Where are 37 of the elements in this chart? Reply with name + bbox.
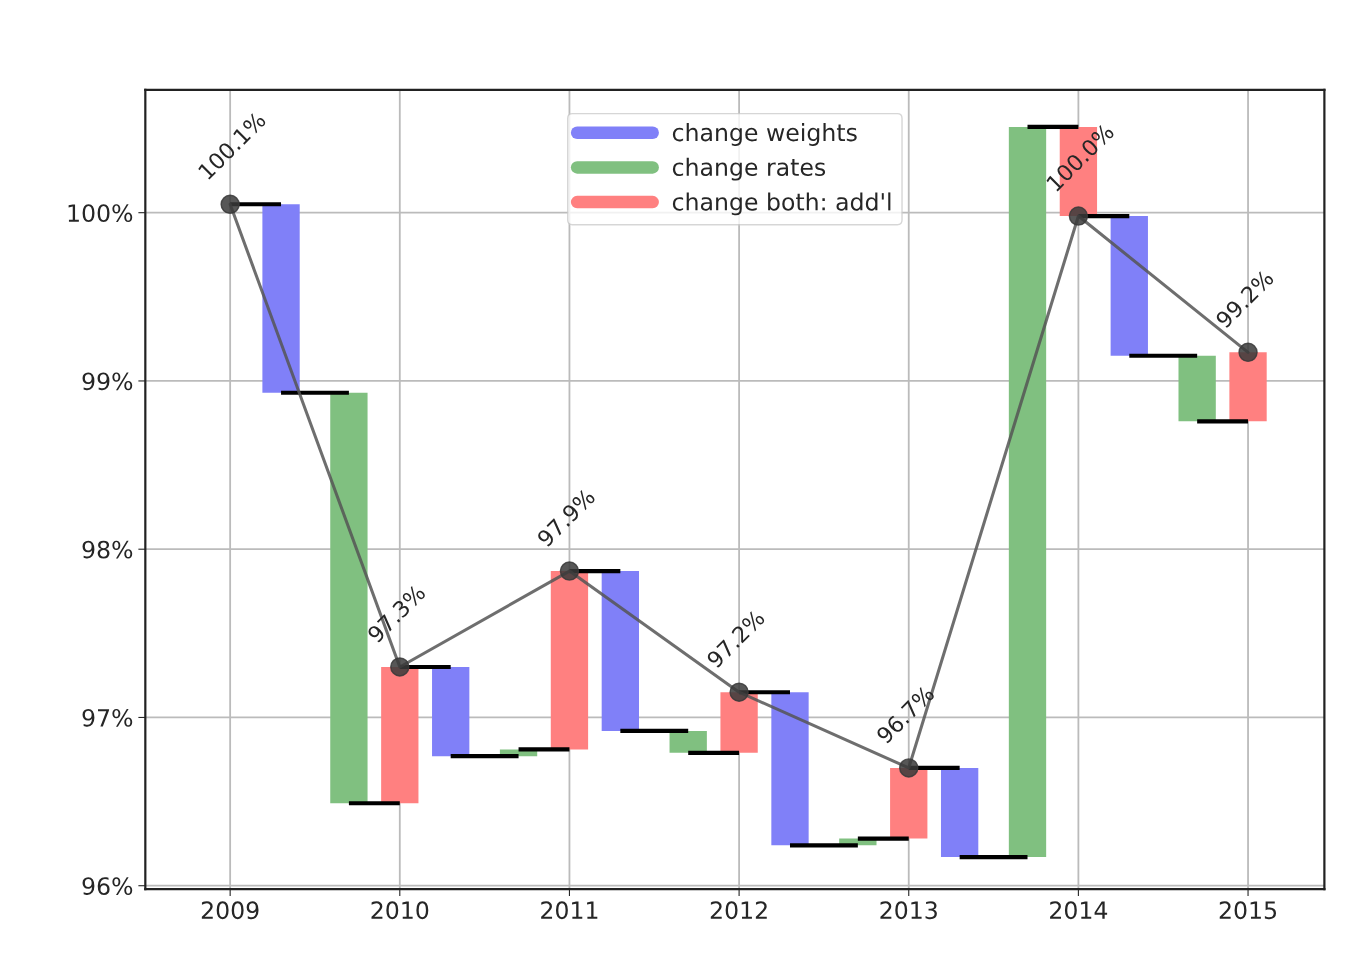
point — [1068, 206, 1089, 226]
x-tick-label: 2012 — [710, 901, 767, 920]
bar — [940, 767, 979, 858]
bar — [771, 692, 809, 846]
bar — [720, 692, 758, 753]
bar — [1178, 355, 1216, 422]
bar — [1229, 352, 1267, 422]
bar — [330, 392, 368, 804]
x-tick-label: 2014 — [1050, 901, 1108, 920]
point — [559, 561, 580, 581]
bar — [601, 571, 639, 731]
x-tick-label: 2011 — [541, 901, 598, 920]
bar — [669, 730, 707, 753]
legend-label: change rates — [672, 157, 826, 181]
bar — [1008, 126, 1047, 858]
point — [390, 657, 410, 677]
bar — [550, 571, 589, 750]
y-tick-label: 100% — [68, 204, 133, 222]
y-tick-label: 99% — [82, 372, 133, 391]
point — [1238, 342, 1258, 363]
x-tick-label: 2009 — [201, 901, 259, 920]
point — [729, 682, 749, 702]
y-tick-label: 97% — [82, 708, 133, 727]
point — [220, 194, 240, 215]
y-tick-label: 98% — [82, 540, 133, 559]
legend-label: change both: add'l — [672, 192, 891, 216]
bar — [262, 204, 300, 393]
y-tick-label: 96% — [82, 877, 133, 896]
point — [899, 758, 919, 778]
legend-label: change weights — [672, 123, 857, 146]
x-tick-label: 2010 — [371, 901, 429, 920]
bar — [1110, 216, 1148, 356]
bar — [381, 666, 419, 804]
x-tick-label: 2015 — [1219, 901, 1277, 920]
x-tick-label: 2013 — [880, 901, 937, 920]
bar — [432, 666, 470, 757]
bar — [890, 767, 928, 839]
